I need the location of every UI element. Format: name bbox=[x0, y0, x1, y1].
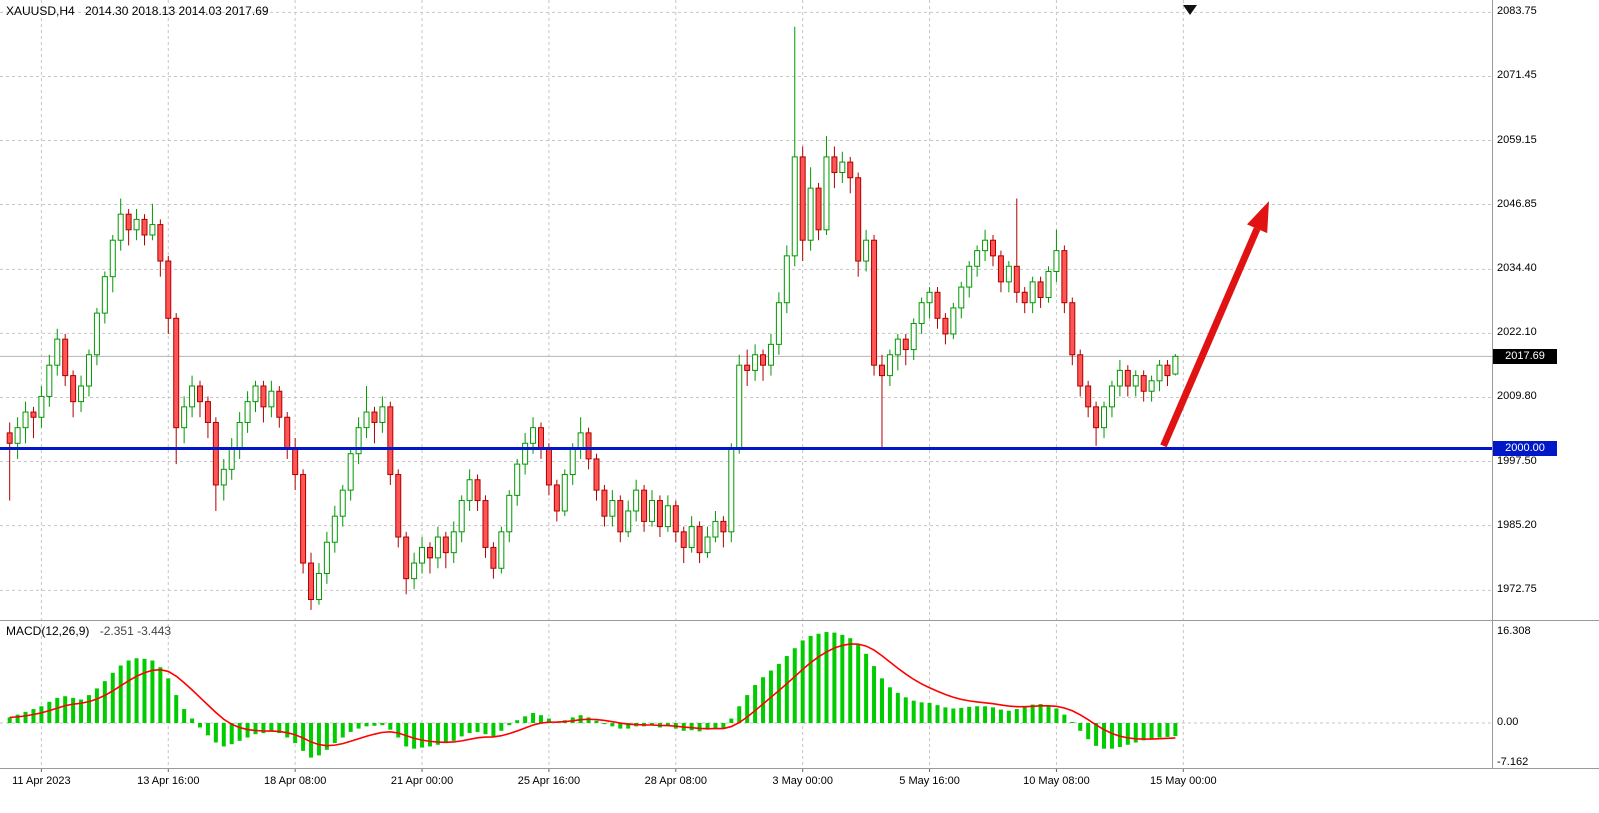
current-price-tag: 2017.69 bbox=[1493, 348, 1557, 364]
trend-arrow[interactable] bbox=[1160, 201, 1269, 448]
support-level-price-tag: 2000.00 bbox=[1493, 441, 1557, 456]
autoscroll-marker-icon bbox=[1183, 5, 1197, 15]
symbol-timeframe-label: XAUUSD,H4 bbox=[6, 4, 75, 18]
candles-layer bbox=[6, 26, 1179, 610]
chart-canvas[interactable] bbox=[0, 0, 1599, 796]
ohlc-values: 2014.30 2018.13 2014.03 2017.69 bbox=[85, 4, 269, 18]
macd-name: MACD(12,26,9) bbox=[6, 624, 90, 638]
macd-histogram bbox=[7, 632, 1178, 758]
grid-layer bbox=[0, 0, 1492, 772]
macd-signal-line bbox=[9, 643, 1176, 747]
macd-values: -2.351 -3.443 bbox=[99, 624, 172, 638]
chart-ohlc-header: XAUUSD,H4 2014.30 2018.13 2014.03 2017.6… bbox=[6, 4, 269, 18]
macd-indicator-label: MACD(12,26,9) -2.351 -3.443 bbox=[6, 624, 171, 638]
